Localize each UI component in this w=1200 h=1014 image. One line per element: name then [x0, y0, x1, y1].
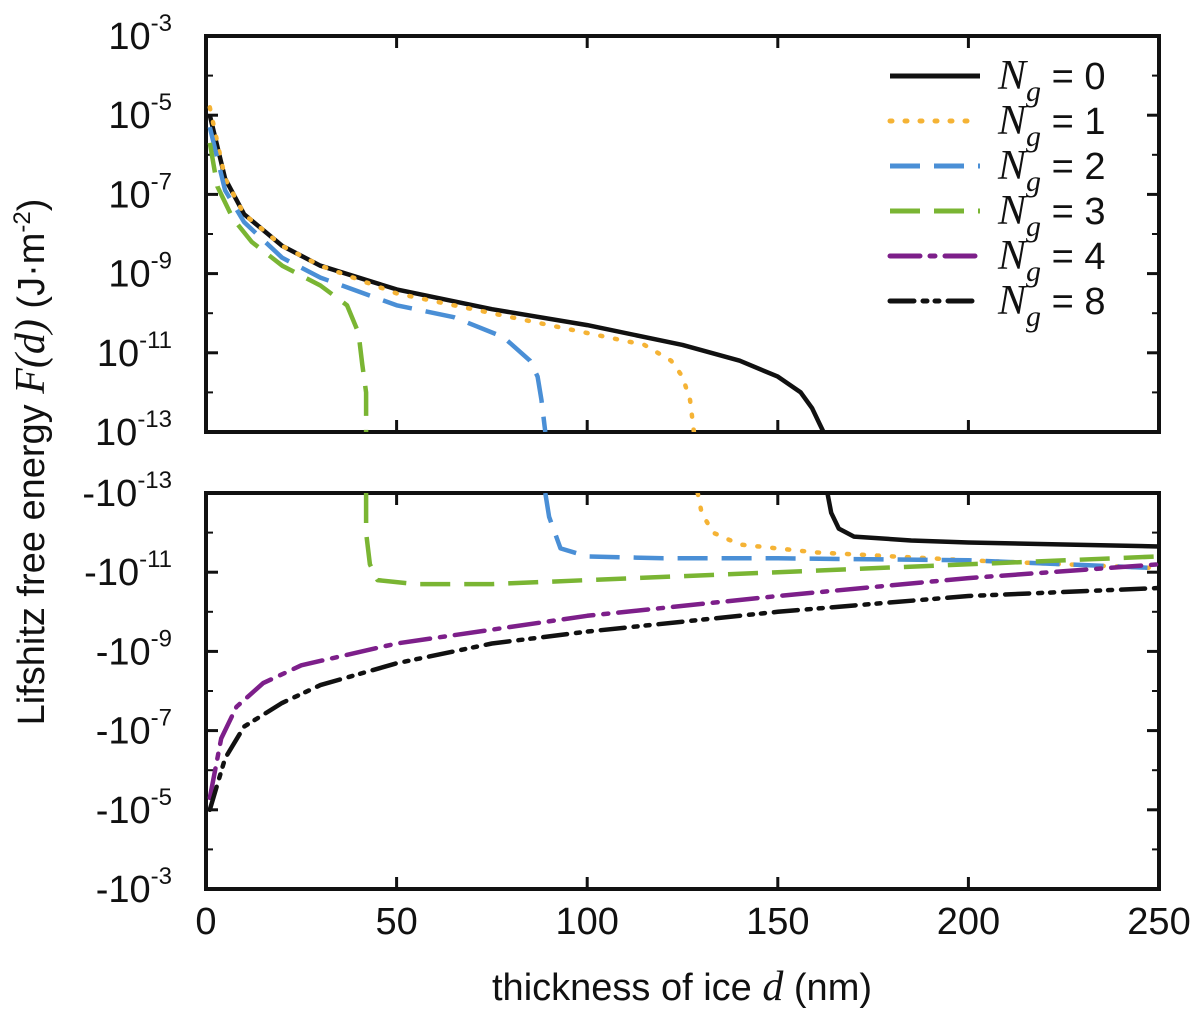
top-series-line-3: [207, 142, 369, 432]
legend-label: Ng = 1: [997, 98, 1105, 153]
top-y-tick-label: 10-5: [108, 89, 172, 137]
legend-entry: Ng = 1: [887, 98, 1105, 153]
x-tick: 200: [937, 36, 1000, 943]
top-panel: 10-3 10-5 10-7 10-9 10-11 10-13: [95, 10, 1161, 454]
bottom-y-tick-label: -10-5: [96, 784, 172, 832]
legend-label: Ng = 3: [997, 188, 1105, 243]
y-axis-title: Lifshitz free energy F(d) (J·m-2): [8, 199, 54, 726]
x-tick: 150: [746, 36, 810, 943]
bottom-y-tick: -10-13: [82, 467, 1159, 515]
legend-label: Ng = 8: [997, 278, 1105, 333]
bottom-series-line-4: [207, 562, 1159, 801]
x-axis-title: thickness of ice d (nm): [492, 964, 872, 1010]
bottom-y-tick: -10-5: [96, 784, 1159, 832]
x-tick-label: 50: [375, 901, 417, 943]
top-y-tick: 10-3: [108, 10, 1159, 58]
bottom-y-tick: -10-9: [96, 625, 1159, 673]
bottom-y-tick-label: -10-7: [96, 705, 172, 753]
bottom-y-tick-label: -10-3: [96, 863, 172, 911]
bottom-y-tick-label: -10-11: [84, 546, 172, 594]
top-y-tick-label: 10-7: [108, 168, 172, 216]
top-y-tick: 10-7: [108, 168, 1159, 216]
legend-entry: Ng = 8: [887, 278, 1105, 333]
x-tick: 100: [555, 36, 619, 943]
bottom-y-tick-label: -10-13: [82, 467, 172, 515]
x-tick-label: 0: [195, 901, 216, 943]
legend-entry: Ng = 4: [887, 233, 1105, 288]
x-tick-label: 200: [937, 901, 1000, 943]
top-y-tick: 10-13: [95, 406, 1159, 454]
bottom-y-tick-label: -10-9: [96, 625, 172, 673]
top-series-line-0: [207, 114, 826, 432]
top-series-line-2: [207, 126, 548, 432]
bottom-panel: -10-13 -10-11 -10-9 -10-7 -10-5 -10-3: [82, 467, 1161, 911]
x-axis-ticks: 0 50 100 150 200 250: [195, 36, 1191, 943]
top-y-tick-label: 10-13: [95, 406, 172, 454]
top-panel-ticks: 10-3 10-5 10-7 10-9 10-11 10-13: [95, 10, 1159, 454]
legend-label: Ng = 0: [997, 53, 1105, 108]
top-y-tick: 10-11: [97, 327, 1159, 375]
legend-entry: Ng = 2: [890, 143, 1105, 198]
legend-entry: Ng = 0: [890, 53, 1105, 108]
top-y-tick: 10-9: [108, 248, 1159, 296]
legend: Ng = 0Ng = 1Ng = 2Ng = 3Ng = 4Ng = 8: [887, 53, 1105, 333]
bottom-y-tick: -10-7: [96, 705, 1159, 753]
x-tick-label: 100: [555, 901, 618, 943]
bottom-series-line-5: [207, 585, 1159, 813]
x-tick: 0: [195, 36, 217, 943]
legend-entry: Ng = 3: [890, 188, 1105, 243]
x-tick: 250: [1127, 36, 1191, 943]
bottom-series-line-0: [825, 493, 1159, 549]
bottom-panel-ticks: -10-13 -10-11 -10-9 -10-7 -10-5 -10-3: [82, 467, 1159, 911]
bottom-panel-frame: [204, 491, 1161, 891]
legend-label: Ng = 4: [997, 233, 1105, 288]
top-panel-series: [207, 105, 826, 432]
top-y-tick-label: 10-3: [108, 10, 172, 58]
bottom-y-tick: -10-3: [96, 863, 1159, 911]
top-y-tick-label: 10-11: [97, 327, 172, 375]
top-series-line-1: [207, 105, 697, 432]
bottom-series-line-3: [363, 493, 1159, 587]
bottom-series-line-2: [543, 493, 1159, 571]
top-y-tick-label: 10-9: [108, 248, 172, 296]
bottom-y-tick: -10-11: [84, 546, 1159, 594]
x-tick: 50: [375, 36, 418, 943]
x-tick-label: 250: [1127, 901, 1190, 943]
bottom-panel-series: [207, 493, 1159, 813]
x-tick-label: 150: [746, 901, 809, 943]
legend-label: Ng = 2: [997, 143, 1105, 198]
